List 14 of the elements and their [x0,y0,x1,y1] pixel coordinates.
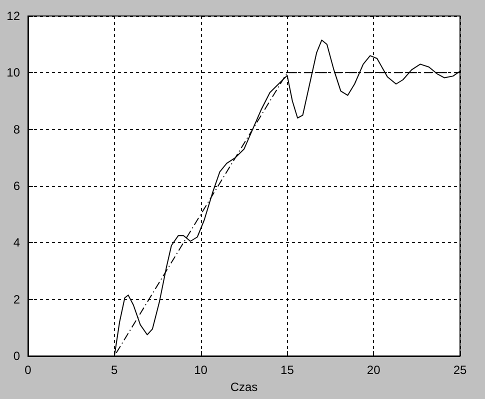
y-tick-label: 2 [13,292,20,306]
x-tick-label: 0 [24,363,32,377]
y-tick-label: 0 [13,349,20,363]
x-tick-label: 5 [111,363,118,377]
x-tick-label: 20 [366,363,381,377]
y-tick-label: 12 [6,9,20,23]
x-tick-label: 15 [280,363,294,377]
y-tick-label: 4 [13,236,20,250]
x-tick-label: 10 [194,363,208,377]
x-axis-title: Czas [230,380,258,394]
x-tick-label: 25 [453,363,467,377]
y-tick-label: 10 [6,66,20,80]
y-tick-label: 8 [13,122,20,136]
y-tick-label: 6 [13,179,20,193]
